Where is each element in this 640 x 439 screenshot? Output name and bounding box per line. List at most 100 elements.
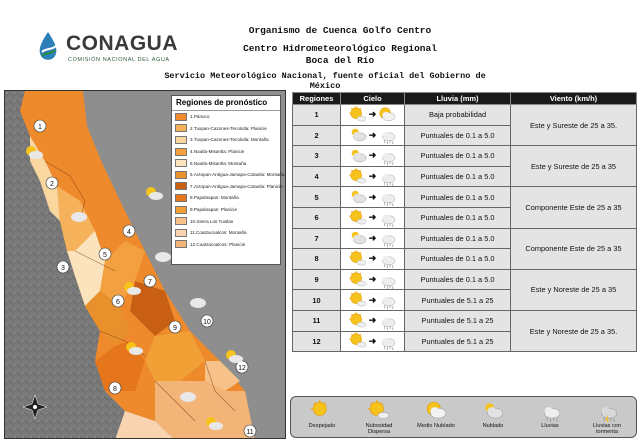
rain-icon bbox=[382, 296, 396, 310]
rain-icon bbox=[382, 194, 396, 207]
partly-cloudy-icon bbox=[426, 401, 447, 419]
mostly-sunny-icon bbox=[348, 291, 367, 307]
legend-swatch bbox=[175, 182, 187, 191]
icon-legend-item: Nubosidad Dispersa bbox=[354, 400, 404, 435]
rain-icon bbox=[382, 276, 396, 289]
sky-icon-legend: Despejado Nubosidad Dispersa Medio Nublado… bbox=[290, 396, 637, 438]
conagua-drop-icon bbox=[39, 32, 57, 60]
icon-legend-item: Despejado bbox=[297, 400, 347, 429]
legend-swatch bbox=[175, 228, 187, 237]
sky-cell: ➜ bbox=[340, 289, 405, 311]
rain-cell: Puntuales de 0.1 a 5.0 bbox=[404, 145, 511, 167]
region-number: 11 bbox=[292, 309, 341, 332]
legend-item: 1.Pánuco bbox=[172, 111, 280, 123]
col-lluvia: Lluvia (mm) bbox=[404, 92, 511, 105]
table-row: 4 ➜ Puntuales de 0.1 a 5.0 bbox=[292, 165, 637, 188]
header-line-4: Servicio Meteorológico Nacional, fuente … bbox=[164, 71, 486, 91]
sky-cell: ➜ bbox=[340, 248, 405, 270]
rain-cell: Puntuales de 5.1 a 25 bbox=[404, 289, 511, 311]
arrow-right-icon: ➜ bbox=[368, 109, 377, 120]
map-region-1: 1 bbox=[38, 124, 42, 131]
sky-cell: ➜ bbox=[340, 330, 405, 353]
mostly-sunny-icon bbox=[348, 311, 367, 328]
legend-label: 8.Papaloapan: Montaña bbox=[190, 195, 239, 201]
legend-label: 6.Actopan-Antigua-Jamapa-Cotaxtla: Monta… bbox=[190, 172, 285, 178]
legend-label: 10.Sierra Los Tuxtlas bbox=[190, 218, 234, 224]
legend-item: 2.Tuxpan-Cazones-Tecolutla: Planicie bbox=[172, 123, 280, 135]
table-row: 12 ➜ Puntuales de 5.1 a 25 bbox=[292, 330, 637, 353]
map-region-11: 11 bbox=[246, 429, 253, 436]
legend-title: Regiones de pronóstico bbox=[172, 96, 280, 111]
table-row: 1 ➜ Baja probabilidad Este y Sureste de 25 … bbox=[292, 103, 637, 147]
mostly-sunny-icon bbox=[348, 270, 367, 286]
icon-legend-label: Despejado bbox=[308, 423, 336, 429]
icon-legend-label: Nublado bbox=[482, 423, 504, 429]
legend-item: 4.Nautla-Misantla: Planicie bbox=[172, 146, 280, 158]
rain-icon bbox=[382, 132, 396, 145]
legend-swatch bbox=[175, 147, 187, 156]
rain-icon bbox=[382, 317, 396, 330]
rain-icon bbox=[382, 173, 396, 186]
forecast-table: Regiones Cielo Lluvia (mm) Viento (km/h)… bbox=[292, 92, 637, 353]
legend-label: 1.Pánuco bbox=[190, 114, 210, 120]
legend-swatch bbox=[175, 135, 187, 144]
rain-cell: Puntuales de 5.1 a 25 bbox=[404, 330, 511, 353]
map-region-10: 10 bbox=[203, 319, 211, 326]
legend-swatch bbox=[175, 112, 187, 121]
mostly-sunny-icon bbox=[348, 332, 367, 348]
mostly-sunny-icon bbox=[368, 400, 390, 419]
map-region-6: 6 bbox=[116, 299, 120, 306]
sky-cell: ➜ bbox=[340, 309, 405, 332]
cloudy-icon bbox=[351, 232, 367, 245]
legend-swatch bbox=[175, 159, 187, 168]
header-line-2: Centro Hidrometeorológico Regional bbox=[243, 43, 437, 54]
icon-legend-item: Medio Nublado bbox=[411, 400, 461, 429]
arrow-right-icon: ➜ bbox=[368, 171, 377, 182]
sky-cell: ➜ bbox=[340, 124, 405, 147]
legend-label: 5.Nautla-Misantla: Montaña bbox=[190, 160, 247, 166]
legend-label: 9.Papaloapan: Planicie bbox=[190, 207, 237, 213]
org-subtitle: COMISIÓN NACIONAL DEL AGUA bbox=[68, 57, 170, 63]
rain-icon bbox=[544, 407, 561, 422]
rain-cell: Puntuales de 0.1 a 5.0 bbox=[404, 206, 511, 229]
rain-cell: Puntuales de 0.1 a 5.0 bbox=[404, 248, 511, 270]
legend-item: 3.Tuxpan-Cazones-Tecolutla: Montaña bbox=[172, 134, 280, 146]
arrow-right-icon: ➜ bbox=[368, 253, 377, 264]
col-regiones: Regiones bbox=[292, 92, 341, 105]
sky-cell: ➜ bbox=[340, 186, 405, 208]
legend-item: 10.Sierra Los Tuxtlas bbox=[172, 215, 280, 227]
icon-legend-label: Lluvias con tormenta bbox=[593, 423, 621, 435]
mostly-sunny-icon bbox=[348, 208, 367, 225]
wind-cell: Componente Este de 25 a 35 bbox=[510, 227, 637, 270]
wind-cell: Este y Noreste de 25 a 35 bbox=[510, 268, 637, 311]
legend-label: 11.Coatzacoalcos: Montaña bbox=[190, 230, 247, 236]
sunny-icon bbox=[311, 400, 327, 416]
region-number: 2 bbox=[292, 124, 341, 147]
wind-cell: Este y Sureste de 25 a 35. bbox=[510, 103, 637, 147]
region-number: 4 bbox=[292, 165, 341, 188]
icon-legend-item: Nublado bbox=[468, 400, 518, 429]
legend-label: 12.Coatzacoalcos: Planicie bbox=[190, 241, 246, 247]
icon-legend-label: Nubosidad Dispersa bbox=[365, 423, 393, 435]
legend-item: 11.Coatzacoalcos: Montaña bbox=[172, 227, 280, 239]
region-number: 3 bbox=[292, 145, 341, 167]
rain-icon bbox=[382, 255, 396, 268]
sky-cell: ➜ bbox=[340, 145, 405, 167]
icon-legend-item: Lluvias con tormenta bbox=[582, 400, 632, 435]
rain-cell: Puntuales de 0.1 a 5.0 bbox=[404, 124, 511, 147]
sky-cell: ➜ bbox=[340, 268, 405, 291]
cloudy-icon bbox=[351, 129, 367, 142]
arrow-right-icon: ➜ bbox=[368, 232, 377, 243]
wind-cell: Este y Sureste de 25 a 35 bbox=[510, 145, 637, 188]
legend-swatch bbox=[175, 193, 187, 202]
legend-item: 12.Coatzacoalcos: Planicie bbox=[172, 239, 280, 251]
region-number: 1 bbox=[292, 104, 341, 126]
table-row: 3 ➜ Puntuales de 0.1 a 5.0 Este y Sureste d… bbox=[292, 145, 637, 188]
table-row: 10 ➜ Puntuales de 5.1 a 25 bbox=[292, 289, 637, 311]
mostly-sunny-icon bbox=[348, 249, 367, 266]
arrow-right-icon: ➜ bbox=[368, 294, 377, 305]
table-header-row: Regiones Cielo Lluvia (mm) Viento (km/h) bbox=[292, 92, 637, 105]
legend-item: 9.Papaloapan: Planicie bbox=[172, 204, 280, 216]
cloudy-icon bbox=[351, 190, 367, 204]
legend-swatch bbox=[175, 170, 187, 179]
